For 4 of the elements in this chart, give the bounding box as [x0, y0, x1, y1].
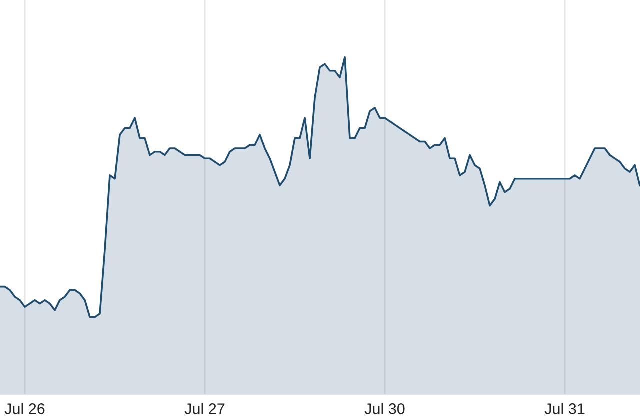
x-tick-label: Jul 31: [544, 403, 585, 414]
x-tick-label: Jul 30: [364, 403, 405, 414]
x-tick-label: Jul 26: [4, 403, 45, 414]
x-tick-label: Jul 27: [184, 403, 225, 414]
